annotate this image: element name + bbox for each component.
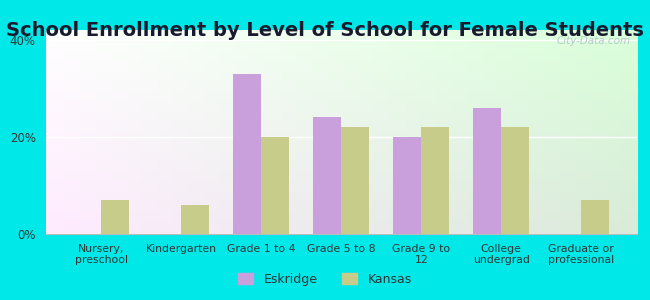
- Bar: [581, 200, 609, 234]
- Bar: [233, 74, 261, 234]
- Legend: Eskridge, Kansas: Eskridge, Kansas: [233, 268, 417, 291]
- Bar: [313, 117, 341, 234]
- Bar: [421, 127, 449, 234]
- Text: City-Data.com: City-Data.com: [557, 36, 631, 46]
- Bar: [261, 137, 289, 234]
- Bar: [101, 200, 129, 234]
- Text: School Enrollment by Level of School for Female Students: School Enrollment by Level of School for…: [6, 21, 644, 40]
- Bar: [501, 127, 529, 234]
- Bar: [393, 137, 421, 234]
- Bar: [341, 127, 369, 234]
- Bar: [473, 108, 501, 234]
- Bar: [181, 205, 209, 234]
